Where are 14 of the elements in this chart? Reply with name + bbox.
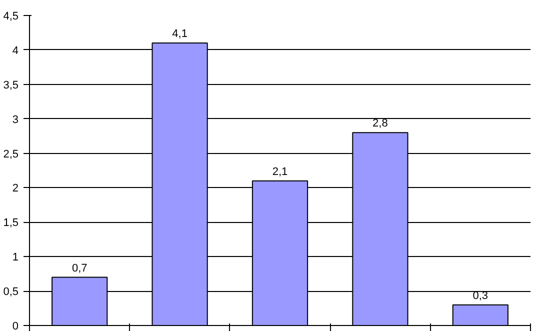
y-tick-label: 4,5: [3, 10, 19, 22]
y-tick-label: 2,5: [3, 148, 19, 160]
y-tick-label: 3: [12, 114, 19, 126]
data-label: 4,1: [172, 28, 188, 40]
y-tick-label: 4: [12, 44, 19, 57]
data-label: 2,1: [272, 166, 288, 178]
data-label: 2,8: [372, 118, 388, 130]
y-tick-label: 0,5: [3, 286, 19, 298]
data-label: 0,7: [72, 262, 88, 274]
y-tick-label: 1: [12, 252, 19, 264]
y-tick-label: 3,5: [3, 79, 19, 92]
y-tick-label: 0: [12, 320, 19, 331]
y-tick-label: 1,5: [3, 217, 19, 230]
y-tick-label: 2: [12, 182, 19, 195]
